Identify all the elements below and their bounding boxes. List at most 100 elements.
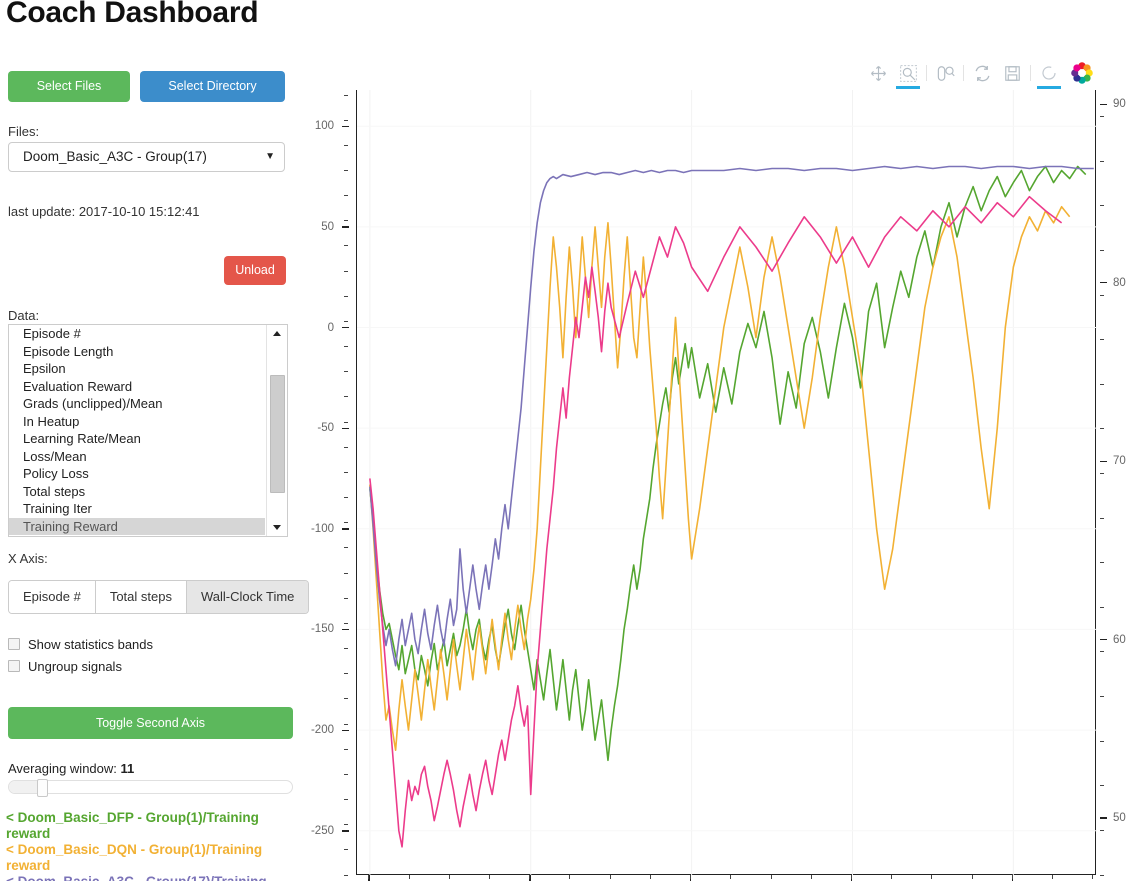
data-list-item[interactable]: In Heatup xyxy=(23,413,80,429)
axis-tick xyxy=(342,729,349,731)
axis-tick xyxy=(344,421,348,423)
axis-tick xyxy=(1100,428,1104,430)
save-tool-icon[interactable] xyxy=(997,58,1027,88)
select-files-button[interactable]: Select Files xyxy=(8,71,130,102)
box-zoom-tool-icon[interactable] xyxy=(893,58,923,89)
axis-tick xyxy=(1100,639,1107,641)
slider-fill xyxy=(9,781,41,793)
y-axis-tick-label: 60 xyxy=(1113,633,1126,646)
axis-tick xyxy=(448,875,450,879)
legend-item[interactable]: < Doom_Basic_DFP - Group(1)/Training rew… xyxy=(6,810,259,841)
averaging-window-value: 11 xyxy=(120,761,135,776)
x-axis-label: X Axis: xyxy=(8,551,48,566)
select-directory-button[interactable]: Select Directory xyxy=(140,71,285,102)
axis-tick xyxy=(1100,817,1107,819)
axis-tick xyxy=(344,371,348,373)
data-list-item[interactable]: Training Reward xyxy=(9,517,265,535)
data-list-item[interactable]: Training Iter xyxy=(23,501,92,516)
axis-tick xyxy=(1100,383,1104,385)
plot-canvas[interactable] xyxy=(356,90,1097,875)
bokeh-logo-icon[interactable] xyxy=(1070,61,1094,85)
wheel-zoom-tool-icon[interactable] xyxy=(930,58,960,88)
data-listbox-scrollbar[interactable] xyxy=(266,325,287,536)
show-statistics-bands-checkbox[interactable] xyxy=(8,638,20,650)
axis-tick xyxy=(1100,460,1107,462)
averaging-window-label: Averaging window: xyxy=(8,761,117,776)
scroll-up-icon[interactable] xyxy=(267,325,287,342)
data-list-item[interactable]: Total steps xyxy=(23,483,86,499)
axis-tick xyxy=(344,396,348,398)
axis-tick xyxy=(344,270,348,272)
axis-tick xyxy=(344,94,348,96)
reset-tool-icon[interactable] xyxy=(967,58,997,88)
y-axis-tick-label: 90 xyxy=(1113,98,1126,111)
x-axis-segmented-control[interactable]: Episode # Total steps Wall-Clock Time xyxy=(8,580,310,614)
axis-tick xyxy=(1092,875,1094,879)
y-axis-tick-label: -50 xyxy=(317,422,334,435)
axis-tick xyxy=(569,875,571,879)
axis-tick xyxy=(342,125,349,128)
axis-tick xyxy=(1100,473,1104,475)
data-list-item[interactable]: Loss/Mean xyxy=(23,448,87,464)
x-axis-option-episode[interactable]: Episode # xyxy=(9,581,96,613)
axis-tick xyxy=(344,698,348,700)
data-list-item[interactable]: Evaluation Reward xyxy=(23,378,133,394)
x-axis-option-total-steps[interactable]: Total steps xyxy=(95,581,187,613)
data-listbox[interactable]: Episode # Episode Length Epsilon Evaluation… xyxy=(8,324,288,537)
y-axis-tick-label: -150 xyxy=(310,623,334,636)
axis-tick xyxy=(344,119,348,121)
series-line xyxy=(369,195,1063,848)
data-list-item[interactable]: Grads (unclipped)/Mean xyxy=(23,396,163,411)
axis-tick xyxy=(1100,160,1104,162)
ungroup-signals-row[interactable]: Ungroup signals xyxy=(8,659,122,674)
axis-tick xyxy=(1100,740,1104,742)
axis-tick xyxy=(344,170,348,171)
axis-tick xyxy=(1100,874,1104,876)
files-select-value: Doom_Basic_A3C - Group(17) xyxy=(23,149,207,164)
axis-tick xyxy=(730,875,732,879)
bokeh-toolbar[interactable] xyxy=(863,58,1094,89)
y-axis-left-ticks: 100 50 0 -50 -100 -150 -200 -250 xyxy=(300,90,349,876)
data-list-item[interactable]: Episode # xyxy=(23,326,81,341)
axis-tick xyxy=(344,773,348,775)
axis-tick xyxy=(810,875,812,879)
legend-item[interactable]: < Doom_Basic_A3C - Group(17)/Training Re… xyxy=(6,874,296,881)
ungroup-signals-checkbox[interactable] xyxy=(8,660,20,672)
scroll-down-icon[interactable] xyxy=(267,519,287,536)
axis-tick xyxy=(344,622,348,624)
toggle-second-axis-button[interactable]: Toggle Second Axis xyxy=(8,707,293,739)
slider-handle[interactable] xyxy=(37,779,48,797)
axis-tick xyxy=(344,245,348,247)
axis-tick xyxy=(344,824,348,826)
axis-tick xyxy=(1100,606,1104,608)
y-axis-tick-label: 80 xyxy=(1113,276,1126,289)
axis-tick xyxy=(344,320,348,322)
scrollbar-thumb[interactable] xyxy=(270,375,285,493)
data-list-item[interactable]: Policy Loss xyxy=(23,466,89,481)
axis-tick xyxy=(1052,875,1054,879)
y-axis-tick-label: -200 xyxy=(310,724,334,737)
last-update-text: last update: 2017-10-10 15:12:41 xyxy=(8,204,200,219)
unload-button[interactable]: Unload xyxy=(224,256,286,285)
axis-tick xyxy=(770,875,772,879)
legend-item[interactable]: < Doom_Basic_DQN - Group(1)/Training rew… xyxy=(6,842,263,873)
y-axis-tick-label: 0 xyxy=(327,321,334,334)
averaging-window-slider[interactable] xyxy=(8,779,293,797)
axis-tick xyxy=(344,446,348,448)
averaging-window-readout: Averaging window: 11 xyxy=(8,761,134,776)
show-statistics-bands-row[interactable]: Show statistics bands xyxy=(8,637,153,652)
axis-tick xyxy=(489,875,491,879)
files-select[interactable]: Doom_Basic_A3C - Group(17) ▼ xyxy=(8,142,285,172)
data-list-item[interactable]: Episode Length xyxy=(23,343,114,359)
hover-tool-icon[interactable] xyxy=(1034,58,1064,89)
x-axis-option-wall-clock-time[interactable]: Wall-Clock Time xyxy=(186,581,309,613)
pan-tool-icon[interactable] xyxy=(863,58,893,88)
axis-tick xyxy=(344,648,348,650)
data-list-item[interactable]: Epsilon xyxy=(23,361,66,376)
axis-tick xyxy=(342,628,349,631)
files-label: Files: xyxy=(8,124,40,139)
axis-tick xyxy=(1100,103,1107,106)
plot-frame[interactable] xyxy=(356,90,1097,875)
data-list-item[interactable]: Learning Rate/Mean xyxy=(23,431,141,446)
toolbar-divider xyxy=(926,65,927,81)
